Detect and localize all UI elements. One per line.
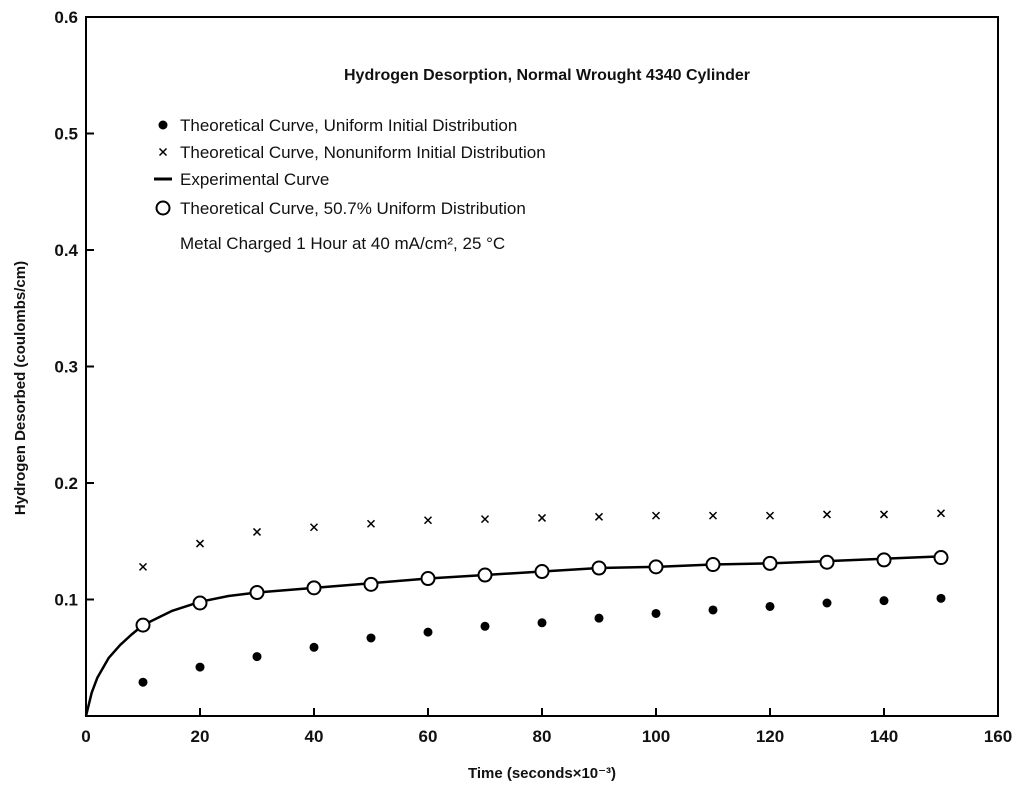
data-point: [933, 550, 949, 566]
cross-stroke: [423, 516, 433, 525]
data-point: [366, 519, 376, 528]
x-axis-title: Time (seconds×10⁻³): [468, 765, 616, 782]
cross-stroke: [936, 509, 946, 518]
data-point: [477, 567, 493, 583]
y-tick-label: 0.6: [54, 8, 78, 27]
series-3: [135, 550, 949, 633]
data-point: [591, 560, 607, 576]
data-point: [651, 511, 661, 520]
data-point: [537, 513, 547, 522]
cross-stroke: [195, 539, 205, 548]
data-point: [366, 633, 376, 643]
series-0: [138, 593, 946, 687]
data-point: [135, 617, 151, 633]
cross-stroke: [252, 527, 262, 536]
data-point: [879, 510, 889, 519]
data-point: [537, 618, 547, 628]
y-tick-label: 0.5: [54, 125, 78, 144]
x-tick-label: 0: [81, 727, 90, 746]
x-tick-label: 40: [305, 727, 324, 746]
ticks: 0 20 40 60 80 100 120 140 160 0.1 0.2 0.3 0.4 0.5 0.6: [54, 8, 1012, 746]
cross-stroke: [158, 147, 168, 157]
data-point: [420, 571, 436, 587]
cross-stroke: [651, 511, 661, 520]
x-tick-label: 20: [191, 727, 210, 746]
data-point: [309, 642, 319, 652]
data-point: [306, 580, 322, 596]
y-tick-label: 0.1: [54, 591, 78, 610]
data-point: [192, 595, 208, 611]
cross-stroke: [594, 512, 604, 521]
data-point: [765, 601, 775, 611]
x-tick-label: 160: [984, 727, 1012, 746]
data-point: [648, 559, 664, 575]
data-point: [594, 512, 604, 521]
data-point: [651, 608, 661, 618]
data-point: [819, 554, 835, 570]
legend-note: Metal Charged 1 Hour at 40 mA/cm², 25 °C: [180, 234, 505, 253]
data-point: [879, 596, 889, 606]
data-point: [252, 527, 262, 536]
cross-stroke: [537, 513, 547, 522]
legend-label: Theoretical Curve, 50.7% Uniform Distrib…: [180, 199, 526, 218]
data-point: [480, 515, 490, 524]
data-point: [138, 677, 148, 687]
y-tick-label: 0.3: [54, 358, 78, 377]
data-point: [822, 598, 832, 608]
data-point: [876, 552, 892, 568]
legend: Theoretical Curve, Uniform Initial Distr…: [154, 116, 546, 218]
data-point: [534, 564, 550, 580]
x-tick-label: 140: [870, 727, 898, 746]
data-point: [249, 585, 265, 601]
data-point: [195, 662, 205, 672]
cross-stroke: [765, 511, 775, 520]
legend-marker: [155, 200, 171, 216]
x-tick-label: 120: [756, 727, 784, 746]
legend-marker: [158, 147, 168, 157]
legend-label: Theoretical Curve, Nonuniform Initial Di…: [180, 143, 546, 162]
cross-stroke: [366, 519, 376, 528]
cross-stroke: [480, 515, 490, 524]
x-tick-label: 80: [533, 727, 552, 746]
data-point: [138, 562, 148, 571]
series-layer: [84, 509, 949, 717]
data-point: [480, 621, 490, 631]
data-point: [423, 516, 433, 525]
legend-label: Experimental Curve: [180, 170, 329, 189]
y-tick-label: 0.2: [54, 474, 78, 493]
data-point: [708, 511, 718, 520]
cross-stroke: [822, 510, 832, 519]
cross-stroke: [138, 562, 148, 571]
data-point: [363, 576, 379, 592]
data-point: [708, 605, 718, 615]
data-point: [309, 523, 319, 532]
y-tick-label: 0.4: [54, 241, 78, 260]
data-point: [423, 627, 433, 637]
cross-stroke: [879, 510, 889, 519]
legend-label: Theoretical Curve, Uniform Initial Distr…: [180, 116, 517, 135]
y-axis-title: Hydrogen Desorbed (coulombs/cm): [12, 261, 29, 515]
cross-stroke: [708, 511, 718, 520]
data-point: [762, 555, 778, 571]
data-point: [936, 593, 946, 603]
data-point: [195, 539, 205, 548]
cross-stroke: [309, 523, 319, 532]
data-point: [936, 509, 946, 518]
data-point: [765, 511, 775, 520]
x-tick-label: 60: [419, 727, 438, 746]
data-point: [252, 652, 262, 662]
data-point: [705, 557, 721, 573]
chart-title: Hydrogen Desorption, Normal Wrought 4340…: [344, 67, 750, 84]
data-point: [822, 510, 832, 519]
x-tick-label: 100: [642, 727, 670, 746]
series-1: [138, 509, 946, 571]
data-point: [594, 613, 604, 623]
legend-marker: [158, 120, 168, 130]
